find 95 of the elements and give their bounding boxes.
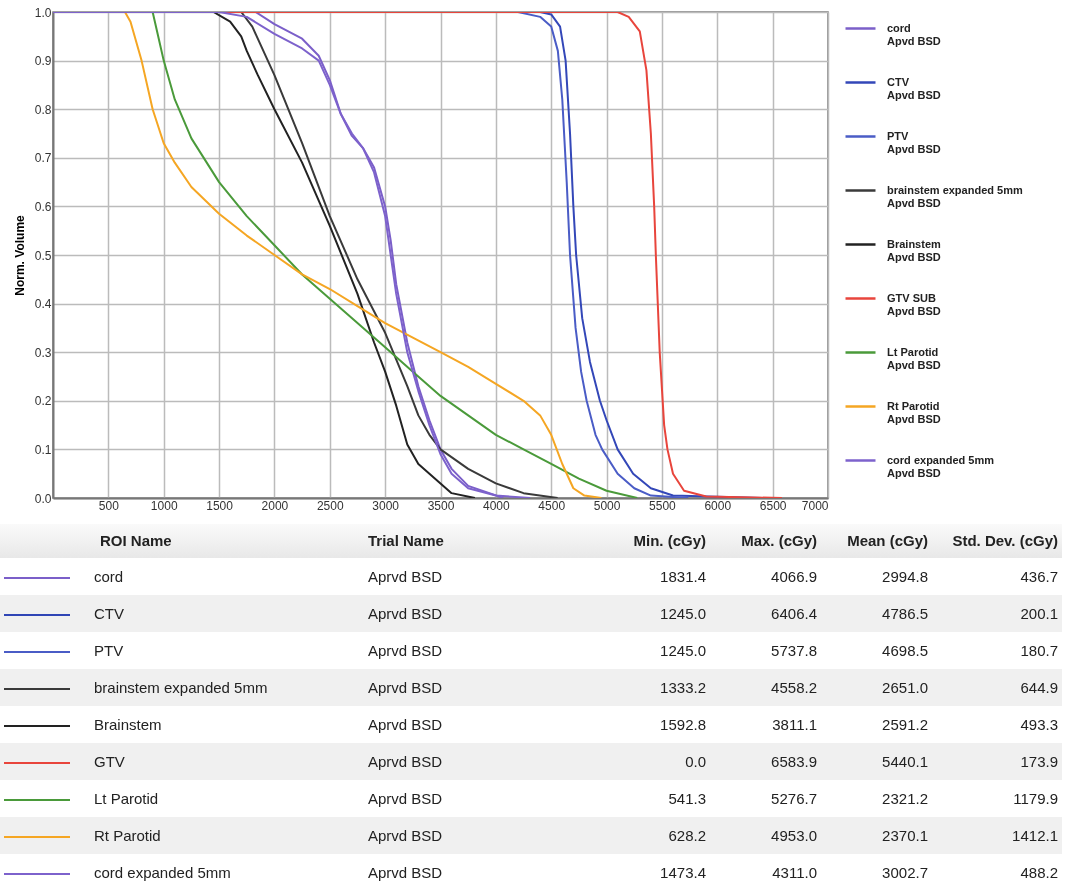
legend-label: Brainstem Apvd BSD	[887, 237, 942, 263]
text: 1179.9	[1013, 790, 1058, 807]
text: PTV	[94, 642, 124, 659]
text: 488.2	[1020, 864, 1058, 881]
y-tick-label: 0.0	[34, 491, 52, 506]
category-label: Mean (cGy)	[817, 524, 928, 558]
text: 2591.2	[882, 716, 928, 733]
text: cord	[94, 568, 124, 585]
text: 2321.2	[882, 790, 928, 807]
text: 493.3	[1020, 716, 1058, 733]
text: Aprvd BSD	[368, 753, 443, 770]
x-tick-label: 2000	[261, 498, 289, 513]
y-tick-label: 0.1	[34, 442, 52, 457]
legend-label: CTV Apvd BSD	[887, 75, 941, 101]
category-label: ROI Name	[0, 524, 368, 558]
text: 3002.7	[882, 864, 928, 881]
y-tick-label: 0.8	[34, 102, 52, 117]
text: Aprvd BSD	[368, 790, 443, 807]
legend-label: brainstem expanded 5mm Apvd BSD	[887, 183, 1023, 209]
text: 4786.5	[882, 605, 928, 622]
text: CTV	[94, 605, 124, 622]
text: 5737.8	[771, 642, 817, 659]
x-tick-label: 4500	[538, 498, 566, 513]
text: GTV	[94, 753, 125, 770]
text: 4311.0	[772, 864, 817, 881]
legend-label: cord expanded 5mm Apvd BSD	[887, 453, 995, 479]
text: 1245.0	[660, 605, 706, 622]
legend-label: PTV Apvd BSD	[887, 129, 941, 155]
category-label: Trial Name	[368, 524, 598, 558]
text: 2651.0	[882, 679, 928, 696]
text: 3811.1	[772, 716, 817, 733]
legend-label: cord Apvd BSD	[887, 21, 941, 47]
text: 2994.8	[882, 568, 928, 585]
text: Aprvd BSD	[368, 864, 443, 881]
text: Aprvd BSD	[368, 642, 443, 659]
y-tick-label: 0.5	[34, 248, 52, 263]
text: Aprvd BSD	[368, 679, 443, 696]
text: 4953.0	[771, 827, 817, 844]
x-tick-label: 5000	[593, 498, 621, 513]
text: Aprvd BSD	[368, 568, 443, 585]
text: Rt Parotid	[94, 827, 161, 844]
text: Brainstem	[94, 716, 162, 733]
x-tick-label: 7000	[801, 498, 829, 513]
y-axis-title: Norm. Volume	[12, 214, 27, 296]
category-label: Min. (cGy)	[598, 524, 706, 558]
text: Aprvd BSD	[368, 716, 443, 733]
text: 6583.9	[771, 753, 817, 770]
text: 1333.2	[660, 679, 706, 696]
text: 1412.1	[1012, 827, 1058, 844]
text: 5276.7	[771, 790, 817, 807]
text: 6406.4	[771, 605, 817, 622]
y-tick-label: 1.0	[34, 5, 52, 20]
y-tick-label: 0.3	[34, 345, 52, 360]
legend-label: GTV SUB Apvd BSD	[887, 291, 941, 317]
text: 436.7	[1020, 568, 1058, 585]
y-tick-label: 0.2	[34, 394, 52, 409]
y-tick-label: 0.9	[34, 54, 52, 69]
x-tick-label: 500	[98, 498, 120, 513]
legend-label: Rt Parotid Apvd BSD	[887, 399, 941, 425]
category-label: Std. Dev. (cGy)	[928, 524, 1062, 558]
text: 200.1	[1020, 605, 1058, 622]
text: 628.2	[668, 827, 706, 844]
text: 4558.2	[771, 679, 817, 696]
text: Aprvd BSD	[368, 827, 443, 844]
text: 180.7	[1020, 642, 1058, 659]
text: 1592.8	[660, 716, 706, 733]
x-tick-label: 2500	[316, 498, 344, 513]
x-tick-label: 1000	[150, 498, 178, 513]
text: Aprvd BSD	[368, 605, 443, 622]
x-tick-label: 6000	[704, 498, 732, 513]
y-tick-label: 0.6	[34, 199, 52, 214]
text: 1245.0	[660, 642, 706, 659]
text: 4066.9	[771, 568, 817, 585]
y-tick-label: 0.4	[34, 297, 52, 312]
x-tick-label: 4000	[483, 498, 511, 513]
text: 4698.5	[882, 642, 928, 659]
x-tick-label: 3500	[427, 498, 455, 513]
text: 1831.4	[660, 568, 706, 585]
text: brainstem expanded 5mm	[94, 679, 268, 696]
x-tick-label: 5500	[649, 498, 677, 513]
text: 644.9	[1020, 679, 1058, 696]
legend-label: Lt Parotid Apvd BSD	[887, 345, 941, 371]
text: 541.3	[668, 790, 706, 807]
text: Lt Parotid	[94, 790, 159, 807]
text: 0.0	[685, 753, 706, 770]
text: 173.9	[1020, 753, 1058, 770]
text: 2370.1	[882, 827, 928, 844]
text: 5440.1	[882, 753, 928, 770]
x-tick-label: 6500	[759, 498, 787, 513]
y-tick-label: 0.7	[34, 151, 52, 166]
x-tick-label: 3000	[372, 498, 400, 513]
text: 1473.4	[660, 864, 706, 881]
category-label: Max. (cGy)	[706, 524, 817, 558]
x-tick-label: 1500	[206, 498, 234, 513]
text: cord expanded 5mm	[94, 864, 231, 881]
